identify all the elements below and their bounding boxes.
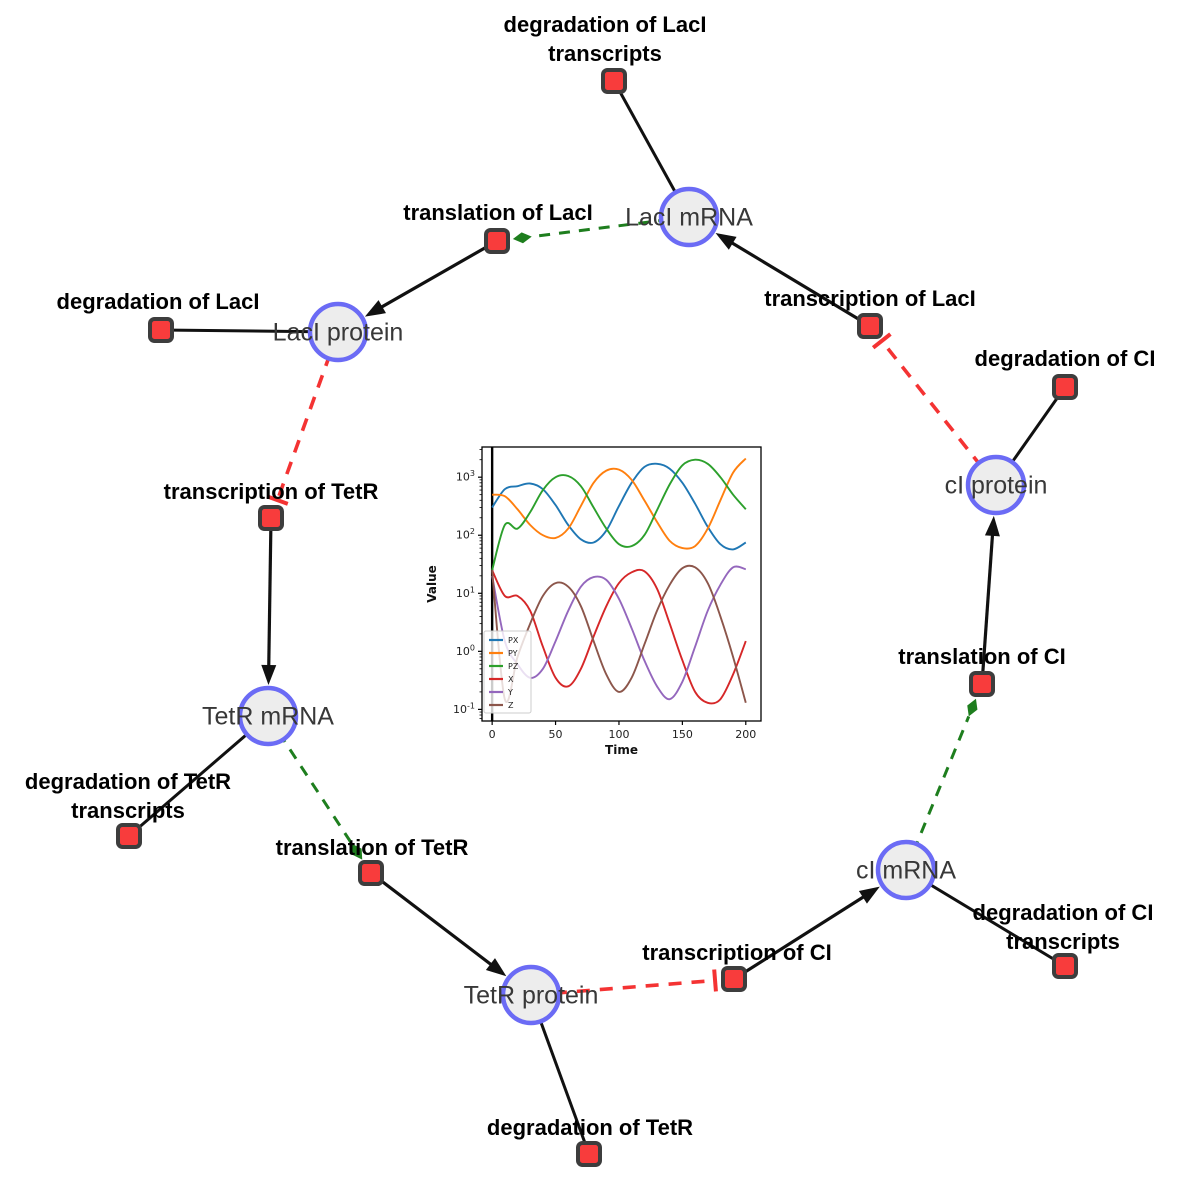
svg-text:10-1: 10-1 xyxy=(453,701,475,716)
species-circle xyxy=(658,186,720,248)
edge-translation-of-tetr-to-tetr-protein xyxy=(370,871,507,977)
species-circle xyxy=(965,454,1027,516)
species-node-tetr-protein[interactable] xyxy=(500,964,562,1026)
species-node-tetr-mrna[interactable] xyxy=(237,685,299,747)
reaction-node-translation-of-laci[interactable] xyxy=(484,228,510,254)
chart-legend: PX PY PZ XYZ xyxy=(483,630,532,714)
species-node-ci-protein[interactable] xyxy=(965,454,1027,516)
series-X xyxy=(491,568,747,705)
reaction-square xyxy=(358,860,384,886)
reaction-square xyxy=(969,671,995,697)
reaction-node-transcription-of-tetr[interactable] xyxy=(258,505,284,531)
species-node-ci-mrna[interactable] xyxy=(875,839,937,901)
reaction-node-degradation-of-tetr-transcripts[interactable] xyxy=(116,823,142,849)
edge-translation-of-ci-to-ci-protein xyxy=(980,515,1000,685)
reaction-label-degradation-of-ci: degradation of CI xyxy=(975,346,1156,371)
x-axis-label: Time xyxy=(605,743,638,757)
species-label-laci-protein: LacI protein xyxy=(273,319,404,347)
edge-transcription-of-ci-to-ci-mrna xyxy=(733,886,880,981)
nodes-layer xyxy=(116,68,1078,1167)
legend-label-PZ: PZ xyxy=(508,662,519,671)
reaction-label-translation-of-ci: translation of CI xyxy=(898,644,1065,669)
reaction-label-degradation-of-tetr-transcripts: transcripts xyxy=(71,798,185,823)
species-label-ci-protein: cI protein xyxy=(945,472,1048,500)
y-axis-label: Value xyxy=(425,565,439,603)
reaction-node-translation-of-tetr[interactable] xyxy=(358,860,384,886)
svg-text:50: 50 xyxy=(549,728,563,741)
reaction-square xyxy=(601,68,627,94)
reaction-label-degradation-of-tetr: degradation of TetR xyxy=(487,1115,693,1140)
reaction-square xyxy=(857,313,883,339)
edge-transcription-of-tetr-to-tetr-mrna xyxy=(261,517,277,686)
plot-frame xyxy=(481,446,762,722)
reaction-node-translation-of-ci[interactable] xyxy=(969,671,995,697)
species-label-ci-mrna: cI mRNA xyxy=(856,857,956,885)
legend-label-Y: Y xyxy=(507,688,513,697)
reaction-square xyxy=(148,317,174,343)
edge-tetr-mrna-to-degradation-of-tetr-transcripts xyxy=(128,714,269,838)
reaction-label-translation-of-laci: translation of LacI xyxy=(403,200,592,225)
reaction-node-transcription-of-ci[interactable] xyxy=(721,966,747,992)
series-PZ xyxy=(491,458,747,571)
species-circle xyxy=(875,839,937,901)
reaction-square xyxy=(721,966,747,992)
edge-translation-of-laci-to-laci-protein xyxy=(364,239,498,317)
labels-layer: degradation of LacI transcripts translatio… xyxy=(25,12,1156,1140)
reaction-square xyxy=(484,228,510,254)
reaction-label-degradation-of-laci: degradation of LacI xyxy=(57,289,260,314)
reaction-node-degradation-of-ci-transcripts[interactable] xyxy=(1052,953,1078,979)
species-circle xyxy=(500,964,562,1026)
species-label-tetr-mrna: TetR mRNA xyxy=(202,703,334,731)
svg-text:100: 100 xyxy=(456,643,475,658)
reaction-square xyxy=(258,505,284,531)
species-label-laci-mrna: LacI mRNA xyxy=(625,204,753,232)
legend-label-X: X xyxy=(508,675,514,684)
reaction-square xyxy=(1052,953,1078,979)
reaction-label-translation-of-tetr: translation of TetR xyxy=(276,835,469,860)
series-Y xyxy=(491,565,747,701)
species-circle xyxy=(307,301,369,363)
reaction-node-degradation-of-laci-transcripts[interactable] xyxy=(601,68,627,94)
chart-axes: 0 50 100 150 200 103 102 101 100 10-1 Time Value xyxy=(425,446,762,757)
reaction-node-degradation-of-ci[interactable] xyxy=(1052,374,1078,400)
reaction-square xyxy=(116,823,142,849)
reaction-node-degradation-of-laci[interactable] xyxy=(148,317,174,343)
svg-text:103: 103 xyxy=(456,469,475,484)
svg-text:0: 0 xyxy=(489,728,496,741)
species-circle xyxy=(237,685,299,747)
reaction-square xyxy=(1052,374,1078,400)
legend-label-PY: PY xyxy=(508,649,518,658)
edge-ci-mrna-to-degradation-of-ci-transcripts xyxy=(905,868,1066,968)
legend-label-PX: PX xyxy=(508,636,519,645)
svg-text:102: 102 xyxy=(456,527,475,542)
reaction-label-degradation-of-laci-transcripts: degradation of LacI xyxy=(504,12,707,37)
series-PY xyxy=(492,457,747,550)
reaction-node-degradation-of-tetr[interactable] xyxy=(576,1141,602,1167)
reaction-label-degradation-of-tetr-transcripts: degradation of TetR xyxy=(25,769,231,794)
species-label-tetr-protein: TetR protein xyxy=(464,982,599,1010)
svg-text:101: 101 xyxy=(456,585,475,600)
svg-text:100: 100 xyxy=(608,728,629,741)
reaction-label-transcription-of-ci: transcription of CI xyxy=(642,940,831,965)
reaction-label-degradation-of-ci-transcripts: transcripts xyxy=(1006,929,1120,954)
svg-text:200: 200 xyxy=(735,728,756,741)
reaction-label-transcription-of-tetr: transcription of TetR xyxy=(164,479,379,504)
reaction-node-transcription-of-laci[interactable] xyxy=(857,313,883,339)
species-node-laci-protein[interactable] xyxy=(307,301,369,363)
series-Z xyxy=(491,564,747,704)
reaction-label-degradation-of-laci-transcripts: transcripts xyxy=(548,41,662,66)
edge-transcription-of-laci-to-laci-mrna xyxy=(715,232,871,328)
species-node-laci-mrna[interactable] xyxy=(658,186,720,248)
reaction-label-degradation-of-ci-transcripts: degradation of CI xyxy=(973,900,1154,925)
series-PX xyxy=(491,462,747,551)
reaction-label-transcription-of-laci: transcription of LacI xyxy=(764,286,975,311)
reaction-square xyxy=(576,1141,602,1167)
legend-label-Z: Z xyxy=(508,701,514,710)
svg-text:150: 150 xyxy=(672,728,693,741)
inset-plot: 0 50 100 150 20010310210110010-1TimeValuePXP… xyxy=(425,446,762,757)
